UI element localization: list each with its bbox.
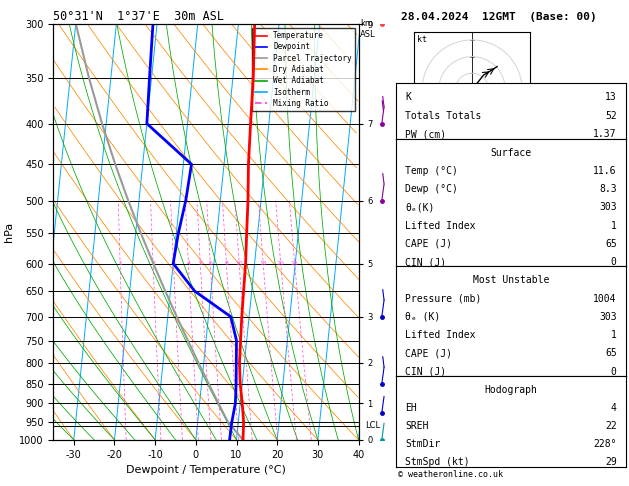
Text: 13: 13	[605, 92, 616, 103]
Text: 11.6: 11.6	[593, 166, 616, 176]
Text: 1004: 1004	[593, 294, 616, 304]
Text: CIN (J): CIN (J)	[406, 257, 447, 267]
Text: LCL: LCL	[365, 421, 380, 430]
Text: 0: 0	[611, 257, 616, 267]
Text: Lifted Index: Lifted Index	[406, 221, 476, 231]
Text: 52: 52	[605, 111, 616, 121]
Text: 5: 5	[198, 261, 203, 266]
Text: 65: 65	[605, 239, 616, 249]
Text: 50°31'N  1°37'E  30m ASL: 50°31'N 1°37'E 30m ASL	[53, 10, 225, 23]
Text: 8: 8	[225, 261, 228, 266]
Text: 1: 1	[611, 221, 616, 231]
Text: CAPE (J): CAPE (J)	[406, 348, 452, 358]
Legend: Temperature, Dewpoint, Parcel Trajectory, Dry Adiabat, Wet Adiabat, Isotherm, Mi: Temperature, Dewpoint, Parcel Trajectory…	[252, 28, 355, 111]
Text: 20: 20	[277, 261, 285, 266]
Text: 10: 10	[450, 89, 457, 94]
Text: EH: EH	[406, 403, 417, 413]
Text: 1: 1	[611, 330, 616, 340]
Text: 10: 10	[235, 261, 243, 266]
Text: 22: 22	[605, 421, 616, 431]
Text: 65: 65	[605, 348, 616, 358]
Text: 15: 15	[259, 261, 267, 266]
Text: 28.04.2024  12GMT  (Base: 00): 28.04.2024 12GMT (Base: 00)	[401, 12, 597, 22]
Text: StmSpd (kt): StmSpd (kt)	[406, 457, 470, 468]
Text: Temp (°C): Temp (°C)	[406, 166, 459, 176]
Text: 8.3: 8.3	[599, 184, 616, 194]
Y-axis label: hPa: hPa	[4, 222, 14, 242]
Text: Totals Totals: Totals Totals	[406, 111, 482, 121]
Text: 1: 1	[118, 261, 122, 266]
Text: Hodograph: Hodograph	[484, 385, 538, 395]
X-axis label: Dewpoint / Temperature (°C): Dewpoint / Temperature (°C)	[126, 465, 286, 475]
Text: K: K	[406, 92, 411, 103]
Text: SREH: SREH	[406, 421, 429, 431]
Text: 0: 0	[611, 366, 616, 377]
Text: CIN (J): CIN (J)	[406, 366, 447, 377]
Text: PW (cm): PW (cm)	[406, 129, 447, 139]
Text: 1.37: 1.37	[593, 129, 616, 139]
Text: Pressure (mb): Pressure (mb)	[406, 294, 482, 304]
Text: StmDir: StmDir	[406, 439, 441, 449]
Text: θₑ (K): θₑ (K)	[406, 312, 441, 322]
Text: 20: 20	[435, 89, 442, 94]
Text: 228°: 228°	[593, 439, 616, 449]
Text: Dewp (°C): Dewp (°C)	[406, 184, 459, 194]
Text: 3: 3	[172, 261, 175, 266]
Text: 25: 25	[291, 261, 299, 266]
Text: Surface: Surface	[491, 148, 532, 157]
Text: 303: 303	[599, 312, 616, 322]
Text: 30: 30	[421, 89, 427, 94]
Text: 303: 303	[599, 203, 616, 212]
Text: Most Unstable: Most Unstable	[473, 276, 549, 285]
Text: 2: 2	[151, 261, 155, 266]
Text: 4: 4	[611, 403, 616, 413]
Text: 29: 29	[605, 457, 616, 468]
Text: kt: kt	[417, 35, 427, 44]
Text: km
ASL: km ASL	[360, 19, 376, 39]
Text: 4: 4	[186, 261, 191, 266]
Text: 6: 6	[208, 261, 212, 266]
Text: CAPE (J): CAPE (J)	[406, 239, 452, 249]
Text: © weatheronline.co.uk: © weatheronline.co.uk	[398, 469, 503, 479]
Text: θₑ(K): θₑ(K)	[406, 203, 435, 212]
Text: Lifted Index: Lifted Index	[406, 330, 476, 340]
